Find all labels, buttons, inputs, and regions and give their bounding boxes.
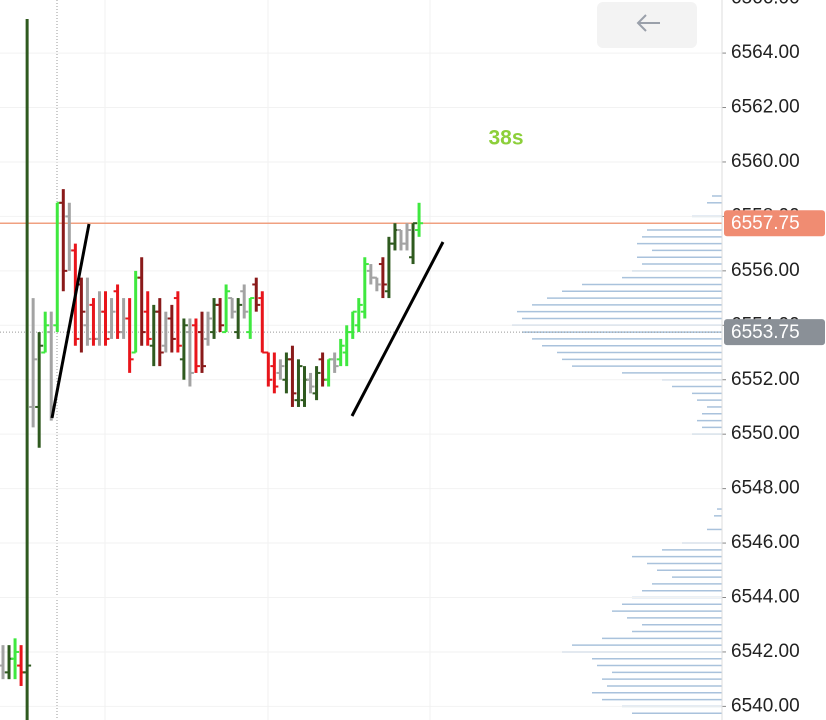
y-tick-label: 6560.00	[731, 151, 800, 172]
ohlc-bar	[101, 291, 110, 346]
ohlc-bar	[29, 298, 38, 428]
ohlc-bar	[5, 645, 14, 680]
ohlc-bar	[143, 291, 152, 346]
ohlc-bar	[167, 304, 176, 353]
last-price-badge	[724, 210, 825, 237]
y-tick-label: 6550.00	[731, 423, 800, 444]
crosshair-label: 6553.75	[731, 322, 800, 343]
y-tick-label: 6540.00	[731, 695, 800, 716]
ohlc-bar	[384, 236, 393, 299]
y-grid	[0, 52, 722, 707]
ohlc-bar	[318, 352, 327, 387]
ohlc-bar	[83, 277, 92, 346]
y-tick-label: 6556.00	[731, 260, 800, 281]
ohlc-bar	[415, 202, 424, 237]
y-tick-label: 6548.00	[731, 478, 800, 499]
ohlc-bar	[348, 310, 357, 339]
ohlc-bar	[59, 189, 68, 292]
ohlc-bar	[270, 352, 279, 394]
ohlc-bar	[228, 297, 237, 319]
ohlc-bar	[11, 638, 20, 680]
ohlc-bar	[300, 366, 309, 407]
ohlc-bar	[403, 223, 412, 251]
ohlc-bar	[23, 19, 32, 720]
ohlc-bar	[53, 201, 62, 333]
ohlc-bar	[131, 270, 140, 354]
ohlc-bar	[216, 298, 225, 333]
ohlc-bar	[336, 338, 345, 367]
ohlc-bar	[354, 298, 363, 333]
ohlc-bar	[41, 311, 50, 354]
y-axis: 6540.00 6542.00 6544.00 6546.00 6548.00 6550.…	[721, 0, 825, 720]
ohlc-bar	[312, 366, 321, 401]
ohlc-bar	[330, 352, 339, 373]
ohlc-bar	[234, 298, 243, 339]
ohlc-bar	[197, 311, 206, 373]
ohlc-bar	[95, 291, 104, 346]
ohlc-bar	[246, 297, 255, 339]
ohlc-bar	[65, 202, 74, 271]
ohlc-bar	[360, 257, 369, 319]
y-tick-label: 6562.00	[731, 97, 800, 118]
ohlc-bar	[409, 222, 418, 265]
y-tick-label: 6544.00	[731, 587, 800, 608]
crosshair-badge	[724, 319, 825, 346]
ohlc-bar	[390, 223, 399, 251]
volume-profile	[512, 195, 722, 714]
ohlc-bar	[276, 359, 285, 380]
ohlc-bar	[306, 372, 315, 394]
ohlc-bar	[185, 318, 194, 387]
ohlc-bar	[107, 298, 116, 339]
ohlc-bar	[179, 318, 188, 380]
ohlc-bar	[372, 276, 381, 292]
ohlc-bar	[396, 229, 405, 251]
y-tick-label: 6552.00	[731, 369, 800, 390]
ohlc-bar	[149, 304, 158, 367]
y-tick-label: 6546.00	[731, 532, 800, 553]
grid	[56, 0, 431, 720]
bars	[0, 19, 424, 720]
back-arrow-icon	[636, 14, 660, 32]
last-price-label: 6557.75	[731, 213, 800, 234]
ohlc-bar	[191, 318, 200, 373]
ohlc-bar	[137, 257, 146, 346]
back-button[interactable]	[597, 2, 697, 48]
ohlc-bar	[252, 277, 261, 312]
ohlc-bar	[258, 291, 267, 354]
y-tick-label: 6566.00	[731, 0, 800, 9]
ohlc-bar	[366, 264, 375, 285]
ohlc-bar	[324, 358, 333, 387]
ohlc-bar	[264, 351, 273, 387]
countdown: 38s	[488, 127, 523, 150]
ohlc-bar	[125, 298, 134, 373]
ohlc-bar	[294, 359, 303, 407]
y-tick-label: 6542.00	[731, 641, 800, 662]
ohlc-bar	[173, 291, 182, 353]
ohlc-bar	[155, 298, 164, 367]
trend-line	[350, 241, 445, 417]
ohlc-bar	[378, 257, 387, 299]
ohlc-bar	[240, 284, 249, 319]
ohlc-bar	[35, 332, 44, 448]
ohlc-bar	[288, 345, 297, 407]
ohlc-bar	[222, 284, 231, 334]
trend-line	[50, 223, 91, 419]
ohlc-bar	[77, 277, 86, 353]
ohlc-bar	[204, 311, 213, 346]
y-tick-label: 6564.00	[731, 42, 800, 63]
ohlc-bar	[0, 645, 7, 680]
